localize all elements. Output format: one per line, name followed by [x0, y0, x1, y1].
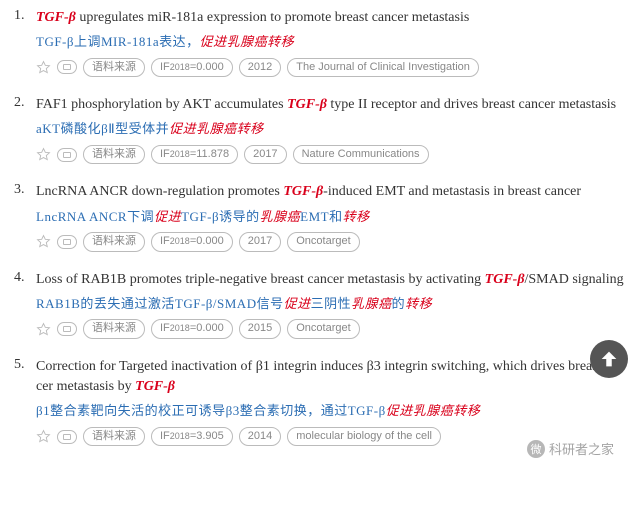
result-title-en[interactable]: FAF1 phosphorylation by AKT accumulates … — [36, 95, 628, 115]
result-item: FAF1 phosphorylation by AKT accumulates … — [12, 95, 628, 164]
result-meta: 语料来源 IF2018=0.000 2017 Oncotarget — [36, 232, 628, 251]
result-item: LncRNA ANCR down-regulation promotes TGF… — [12, 182, 628, 251]
result-title-en[interactable]: Correction for Targeted inactivation of … — [36, 357, 628, 398]
watermark: 微 科研者之家 — [527, 439, 614, 458]
star-icon[interactable] — [36, 234, 51, 249]
result-item: Correction for Targeted inactivation of … — [12, 357, 628, 446]
impact-factor-pill: IF2018=0.000 — [151, 58, 233, 77]
result-title-zh: aKT磷酸化βⅡ型受体并促进乳腺癌转移 — [36, 119, 628, 139]
result-title-zh: RAB1B的丢失通过激活TGF-β/SMAD信号促进三阴性乳腺癌的转移 — [36, 294, 628, 314]
scroll-to-top-button[interactable] — [590, 340, 628, 378]
star-icon[interactable] — [36, 60, 51, 75]
year-pill: 2017 — [239, 232, 281, 251]
copy-icon[interactable] — [57, 60, 77, 74]
year-pill: 2012 — [239, 58, 281, 77]
journal-pill[interactable]: Nature Communications — [293, 145, 429, 164]
star-icon[interactable] — [36, 429, 51, 444]
result-meta: 语料来源 IF2018=11.878 2017 Nature Communicatio… — [36, 145, 628, 164]
impact-factor-pill: IF2018=3.905 — [151, 427, 233, 446]
source-pill[interactable]: 语料来源 — [83, 58, 145, 77]
journal-pill[interactable]: The Journal of Clinical Investigation — [287, 58, 479, 77]
star-icon[interactable] — [36, 147, 51, 162]
result-title-zh: LncRNA ANCR下调促进TGF-β诱导的乳腺癌EMT和转移 — [36, 207, 628, 227]
result-item: Loss of RAB1B promotes triple-negative b… — [12, 270, 628, 339]
source-pill[interactable]: 语料来源 — [83, 427, 145, 446]
copy-icon[interactable] — [57, 235, 77, 249]
watermark-text: 科研者之家 — [549, 439, 614, 458]
journal-pill[interactable]: Oncotarget — [287, 232, 359, 251]
copy-icon[interactable] — [57, 322, 77, 336]
copy-icon[interactable] — [57, 148, 77, 162]
source-pill[interactable]: 语料来源 — [83, 232, 145, 251]
journal-pill[interactable]: Oncotarget — [287, 319, 359, 338]
result-title-zh: TGF-β上调MIR-181a表达，促进乳腺癌转移 — [36, 32, 628, 52]
result-title-zh: β1整合素靶向失活的校正可诱导β3整合素切换，通过TGF-β促进乳腺癌转移 — [36, 401, 628, 421]
result-title-en[interactable]: LncRNA ANCR down-regulation promotes TGF… — [36, 182, 628, 202]
impact-factor-pill: IF2018=0.000 — [151, 319, 233, 338]
journal-pill[interactable]: molecular biology of the cell — [287, 427, 441, 446]
result-meta: 语料来源 IF2018=0.000 2015 Oncotarget — [36, 319, 628, 338]
source-pill[interactable]: 语料来源 — [83, 145, 145, 164]
impact-factor-pill: IF2018=0.000 — [151, 232, 233, 251]
source-pill[interactable]: 语料来源 — [83, 319, 145, 338]
result-title-en[interactable]: Loss of RAB1B promotes triple-negative b… — [36, 270, 628, 290]
copy-icon[interactable] — [57, 430, 77, 444]
result-meta: 语料来源 IF2018=0.000 2012 The Journal of Clini… — [36, 58, 628, 77]
wechat-icon: 微 — [527, 440, 545, 458]
search-results-list: TGF-β upregulates miR-181a expression to… — [12, 8, 628, 446]
result-title-en[interactable]: TGF-β upregulates miR-181a expression to… — [36, 8, 628, 28]
star-icon[interactable] — [36, 322, 51, 337]
year-pill: 2015 — [239, 319, 281, 338]
impact-factor-pill: IF2018=11.878 — [151, 145, 238, 164]
year-pill: 2017 — [244, 145, 286, 164]
result-item: TGF-β upregulates miR-181a expression to… — [12, 8, 628, 77]
year-pill: 2014 — [239, 427, 281, 446]
